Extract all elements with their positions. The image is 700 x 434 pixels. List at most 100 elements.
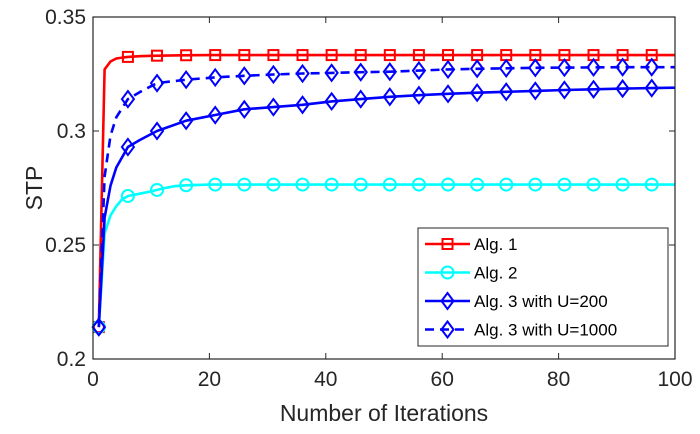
data-point-marker bbox=[295, 63, 310, 84]
data-point-marker bbox=[325, 49, 338, 62]
data-point-marker bbox=[120, 188, 135, 203]
data-point-marker bbox=[615, 57, 630, 77]
legend: Alg. 1 Alg. 2 Alg. 3 with U=200 Alg. 3 with… bbox=[417, 227, 669, 347]
data-point-marker bbox=[383, 49, 396, 62]
data-point-marker bbox=[149, 73, 165, 93]
data-point-marker bbox=[354, 49, 367, 62]
data-point-marker bbox=[266, 97, 281, 117]
data-point-marker bbox=[179, 178, 194, 193]
data-point-marker bbox=[151, 49, 164, 62]
data-point-marker bbox=[237, 99, 252, 120]
data-point-marker bbox=[528, 58, 543, 78]
data-point-marker bbox=[411, 177, 426, 192]
legend-label: Alg. 3 with U=1000 bbox=[474, 321, 617, 340]
legend-box bbox=[417, 227, 669, 347]
data-point-marker bbox=[644, 57, 659, 77]
legend-entry: Alg. 3 with U=1000 bbox=[425, 319, 617, 340]
y-tick-label: 0.2 bbox=[57, 348, 86, 371]
data-point-marker bbox=[586, 177, 601, 192]
data-point-marker bbox=[209, 49, 222, 62]
x-tick-label: 20 bbox=[198, 368, 221, 391]
data-point-marker bbox=[207, 105, 223, 125]
x-tick-label: 40 bbox=[314, 368, 337, 391]
data-point-marker bbox=[557, 80, 572, 100]
data-point-marker bbox=[498, 58, 514, 78]
data-point-marker bbox=[469, 83, 485, 103]
data-point-marker bbox=[207, 67, 223, 88]
data-point-marker bbox=[295, 95, 310, 115]
data-point-marker bbox=[324, 91, 339, 112]
data-point-marker bbox=[528, 81, 543, 101]
x-axis-title: Number of Iterations bbox=[280, 400, 488, 426]
data-point-marker bbox=[353, 89, 368, 109]
x-tick-label: 0 bbox=[87, 368, 99, 391]
data-point-marker bbox=[586, 57, 601, 78]
data-point-marker bbox=[324, 63, 339, 83]
data-point-marker bbox=[382, 62, 398, 82]
x-tick-label: 60 bbox=[431, 368, 454, 391]
data-point-marker bbox=[237, 66, 252, 86]
plot-series-layer bbox=[91, 49, 676, 337]
data-point-marker bbox=[615, 177, 630, 192]
data-point-marker bbox=[267, 49, 280, 62]
data-point-marker bbox=[469, 59, 485, 79]
data-point-marker bbox=[178, 70, 194, 90]
data-point-marker bbox=[412, 49, 425, 62]
x-tick-label: 80 bbox=[547, 368, 570, 391]
data-point-marker bbox=[237, 177, 252, 192]
legend-marker-sample bbox=[440, 265, 455, 280]
legend-label: Alg. 1 bbox=[474, 235, 517, 254]
data-point-marker bbox=[644, 177, 659, 192]
legend-marker-sample bbox=[440, 319, 455, 340]
data-point-marker bbox=[499, 177, 514, 192]
legend-marker-sample bbox=[440, 291, 455, 311]
data-point-marker bbox=[644, 78, 659, 98]
data-point-marker bbox=[615, 78, 630, 99]
series-line bbox=[97, 86, 676, 328]
legend-entry: Alg. 1 bbox=[425, 235, 517, 254]
data-point-marker bbox=[411, 60, 427, 81]
data-point-marker bbox=[498, 82, 514, 102]
legend-label: Alg. 3 with U=200 bbox=[474, 292, 608, 311]
data-point-marker bbox=[178, 111, 194, 131]
series-line bbox=[97, 53, 675, 328]
x-axis: 0 20 40 60 80 100 bbox=[87, 17, 693, 391]
y-axis-title: STP bbox=[21, 166, 47, 211]
legend-label: Alg. 2 bbox=[474, 264, 517, 283]
series-line bbox=[97, 65, 675, 328]
data-point-marker bbox=[382, 177, 397, 192]
data-point-marker bbox=[440, 84, 456, 104]
data-point-marker bbox=[470, 177, 485, 192]
data-point-marker bbox=[121, 50, 134, 63]
data-point-marker bbox=[557, 177, 572, 192]
data-point-marker bbox=[411, 85, 427, 105]
y-tick-label: 0.25 bbox=[45, 234, 86, 257]
data-point-marker bbox=[440, 59, 456, 80]
x-tick-label: 100 bbox=[657, 368, 692, 391]
legend-marker-sample bbox=[441, 238, 454, 250]
data-point-marker bbox=[266, 177, 281, 192]
data-point-marker bbox=[120, 137, 136, 157]
legend-entry: Alg. 2 bbox=[425, 264, 517, 283]
data-point-marker bbox=[266, 64, 281, 85]
y-tick-label: 0.3 bbox=[57, 120, 86, 143]
y-axis: 0.2 0.25 0.3 0.35 bbox=[45, 6, 675, 371]
data-point-marker bbox=[180, 49, 193, 62]
plot-frame bbox=[92, 16, 676, 360]
data-point-marker bbox=[120, 89, 136, 109]
data-point-marker bbox=[91, 317, 107, 337]
data-point-marker bbox=[324, 177, 339, 192]
data-point-marker bbox=[382, 87, 398, 107]
data-point-marker bbox=[353, 62, 368, 82]
data-point-marker bbox=[557, 57, 572, 78]
data-point-marker bbox=[353, 177, 368, 192]
data-point-marker bbox=[441, 177, 456, 192]
data-point-marker bbox=[149, 121, 165, 141]
data-point-marker bbox=[208, 177, 223, 192]
data-point-marker bbox=[586, 79, 601, 99]
data-point-marker bbox=[528, 177, 543, 192]
data-point-marker bbox=[296, 49, 309, 62]
y-tick-label: 0.35 bbox=[45, 6, 86, 29]
